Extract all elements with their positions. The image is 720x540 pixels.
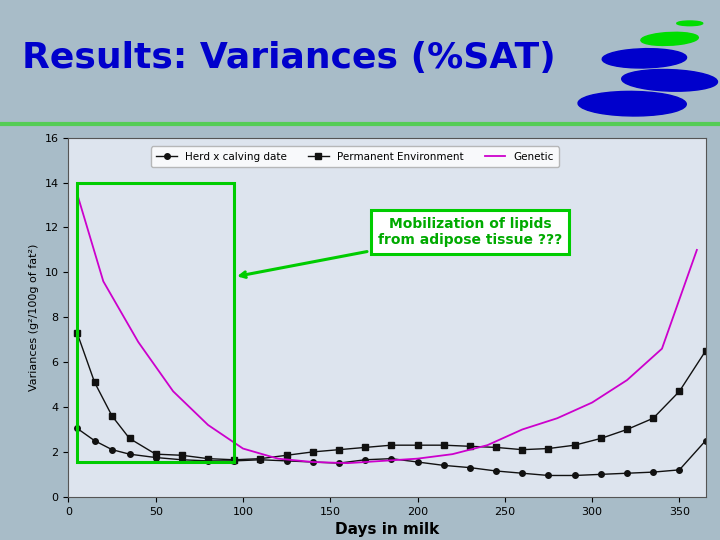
Herd x calving date	[649, 469, 657, 475]
Genetic	[588, 399, 596, 406]
Genetic	[168, 388, 177, 395]
Permanent Environment	[570, 442, 579, 448]
Permanent Environment	[361, 444, 369, 451]
Herd x calving date	[256, 456, 265, 463]
Permanent Environment	[466, 443, 474, 449]
Permanent Environment	[125, 435, 134, 442]
Herd x calving date	[204, 457, 212, 464]
Line: Herd x calving date: Herd x calving date	[74, 426, 708, 478]
Ellipse shape	[602, 49, 687, 68]
Permanent Environment	[413, 442, 422, 448]
Herd x calving date	[282, 457, 291, 464]
Genetic	[343, 460, 352, 467]
Ellipse shape	[641, 32, 698, 45]
Genetic	[518, 426, 526, 433]
Herd x calving date	[623, 470, 631, 476]
Herd x calving date	[230, 457, 238, 464]
Herd x calving date	[125, 451, 134, 457]
Permanent Environment	[151, 451, 160, 457]
Genetic	[623, 377, 631, 383]
Herd x calving date	[518, 470, 526, 476]
Genetic	[413, 455, 422, 462]
Text: Mobilization of lipids
from adipose tissue ???: Mobilization of lipids from adipose tiss…	[240, 217, 562, 278]
Legend: Herd x calving date, Permanent Environment, Genetic: Herd x calving date, Permanent Environme…	[151, 146, 559, 167]
Permanent Environment	[387, 442, 396, 448]
Ellipse shape	[578, 91, 686, 116]
Permanent Environment	[439, 442, 448, 448]
Permanent Environment	[701, 348, 710, 354]
Permanent Environment	[492, 444, 500, 451]
Genetic	[134, 339, 143, 345]
Herd x calving date	[308, 459, 317, 465]
Herd x calving date	[597, 471, 606, 477]
Y-axis label: Variances (g²/100g of fat²): Variances (g²/100g of fat²)	[29, 244, 39, 391]
Permanent Environment	[73, 330, 81, 336]
Permanent Environment	[544, 446, 553, 452]
Herd x calving date	[701, 437, 710, 444]
Herd x calving date	[151, 454, 160, 461]
Permanent Environment	[675, 388, 684, 395]
Herd x calving date	[108, 447, 117, 453]
Herd x calving date	[492, 468, 500, 474]
Herd x calving date	[466, 464, 474, 471]
Herd x calving date	[544, 472, 553, 479]
Permanent Environment	[230, 456, 238, 463]
Permanent Environment	[518, 447, 526, 453]
Permanent Environment	[90, 379, 99, 386]
Permanent Environment	[282, 452, 291, 458]
Herd x calving date	[675, 467, 684, 473]
Herd x calving date	[387, 455, 396, 462]
Permanent Environment	[649, 415, 657, 422]
Genetic	[657, 346, 666, 352]
Line: Genetic: Genetic	[77, 194, 697, 463]
Text: Results: Variances (%SAT): Results: Variances (%SAT)	[22, 42, 555, 75]
Genetic	[448, 451, 456, 457]
Herd x calving date	[178, 456, 186, 463]
Permanent Environment	[108, 413, 117, 419]
Herd x calving date	[570, 472, 579, 479]
X-axis label: Days in milk: Days in milk	[335, 522, 439, 537]
Ellipse shape	[677, 21, 703, 26]
Genetic	[693, 247, 701, 253]
Genetic	[238, 446, 247, 452]
Permanent Environment	[597, 435, 606, 442]
Permanent Environment	[308, 449, 317, 455]
Bar	[77, 183, 234, 462]
Herd x calving date	[73, 425, 81, 431]
Genetic	[308, 459, 317, 465]
Herd x calving date	[361, 456, 369, 463]
Permanent Environment	[178, 452, 186, 458]
Herd x calving date	[413, 459, 422, 465]
Permanent Environment	[335, 447, 343, 453]
Herd x calving date	[335, 460, 343, 467]
Permanent Environment	[204, 455, 212, 462]
Genetic	[274, 455, 282, 462]
Permanent Environment	[623, 426, 631, 433]
Genetic	[73, 191, 81, 197]
Genetic	[99, 278, 107, 285]
Genetic	[553, 415, 562, 422]
Genetic	[483, 442, 492, 448]
Ellipse shape	[621, 70, 718, 91]
Permanent Environment	[256, 455, 265, 462]
Herd x calving date	[90, 437, 99, 444]
Genetic	[378, 457, 387, 464]
Genetic	[204, 422, 212, 428]
Herd x calving date	[439, 462, 448, 469]
Line: Permanent Environment: Permanent Environment	[74, 330, 708, 463]
